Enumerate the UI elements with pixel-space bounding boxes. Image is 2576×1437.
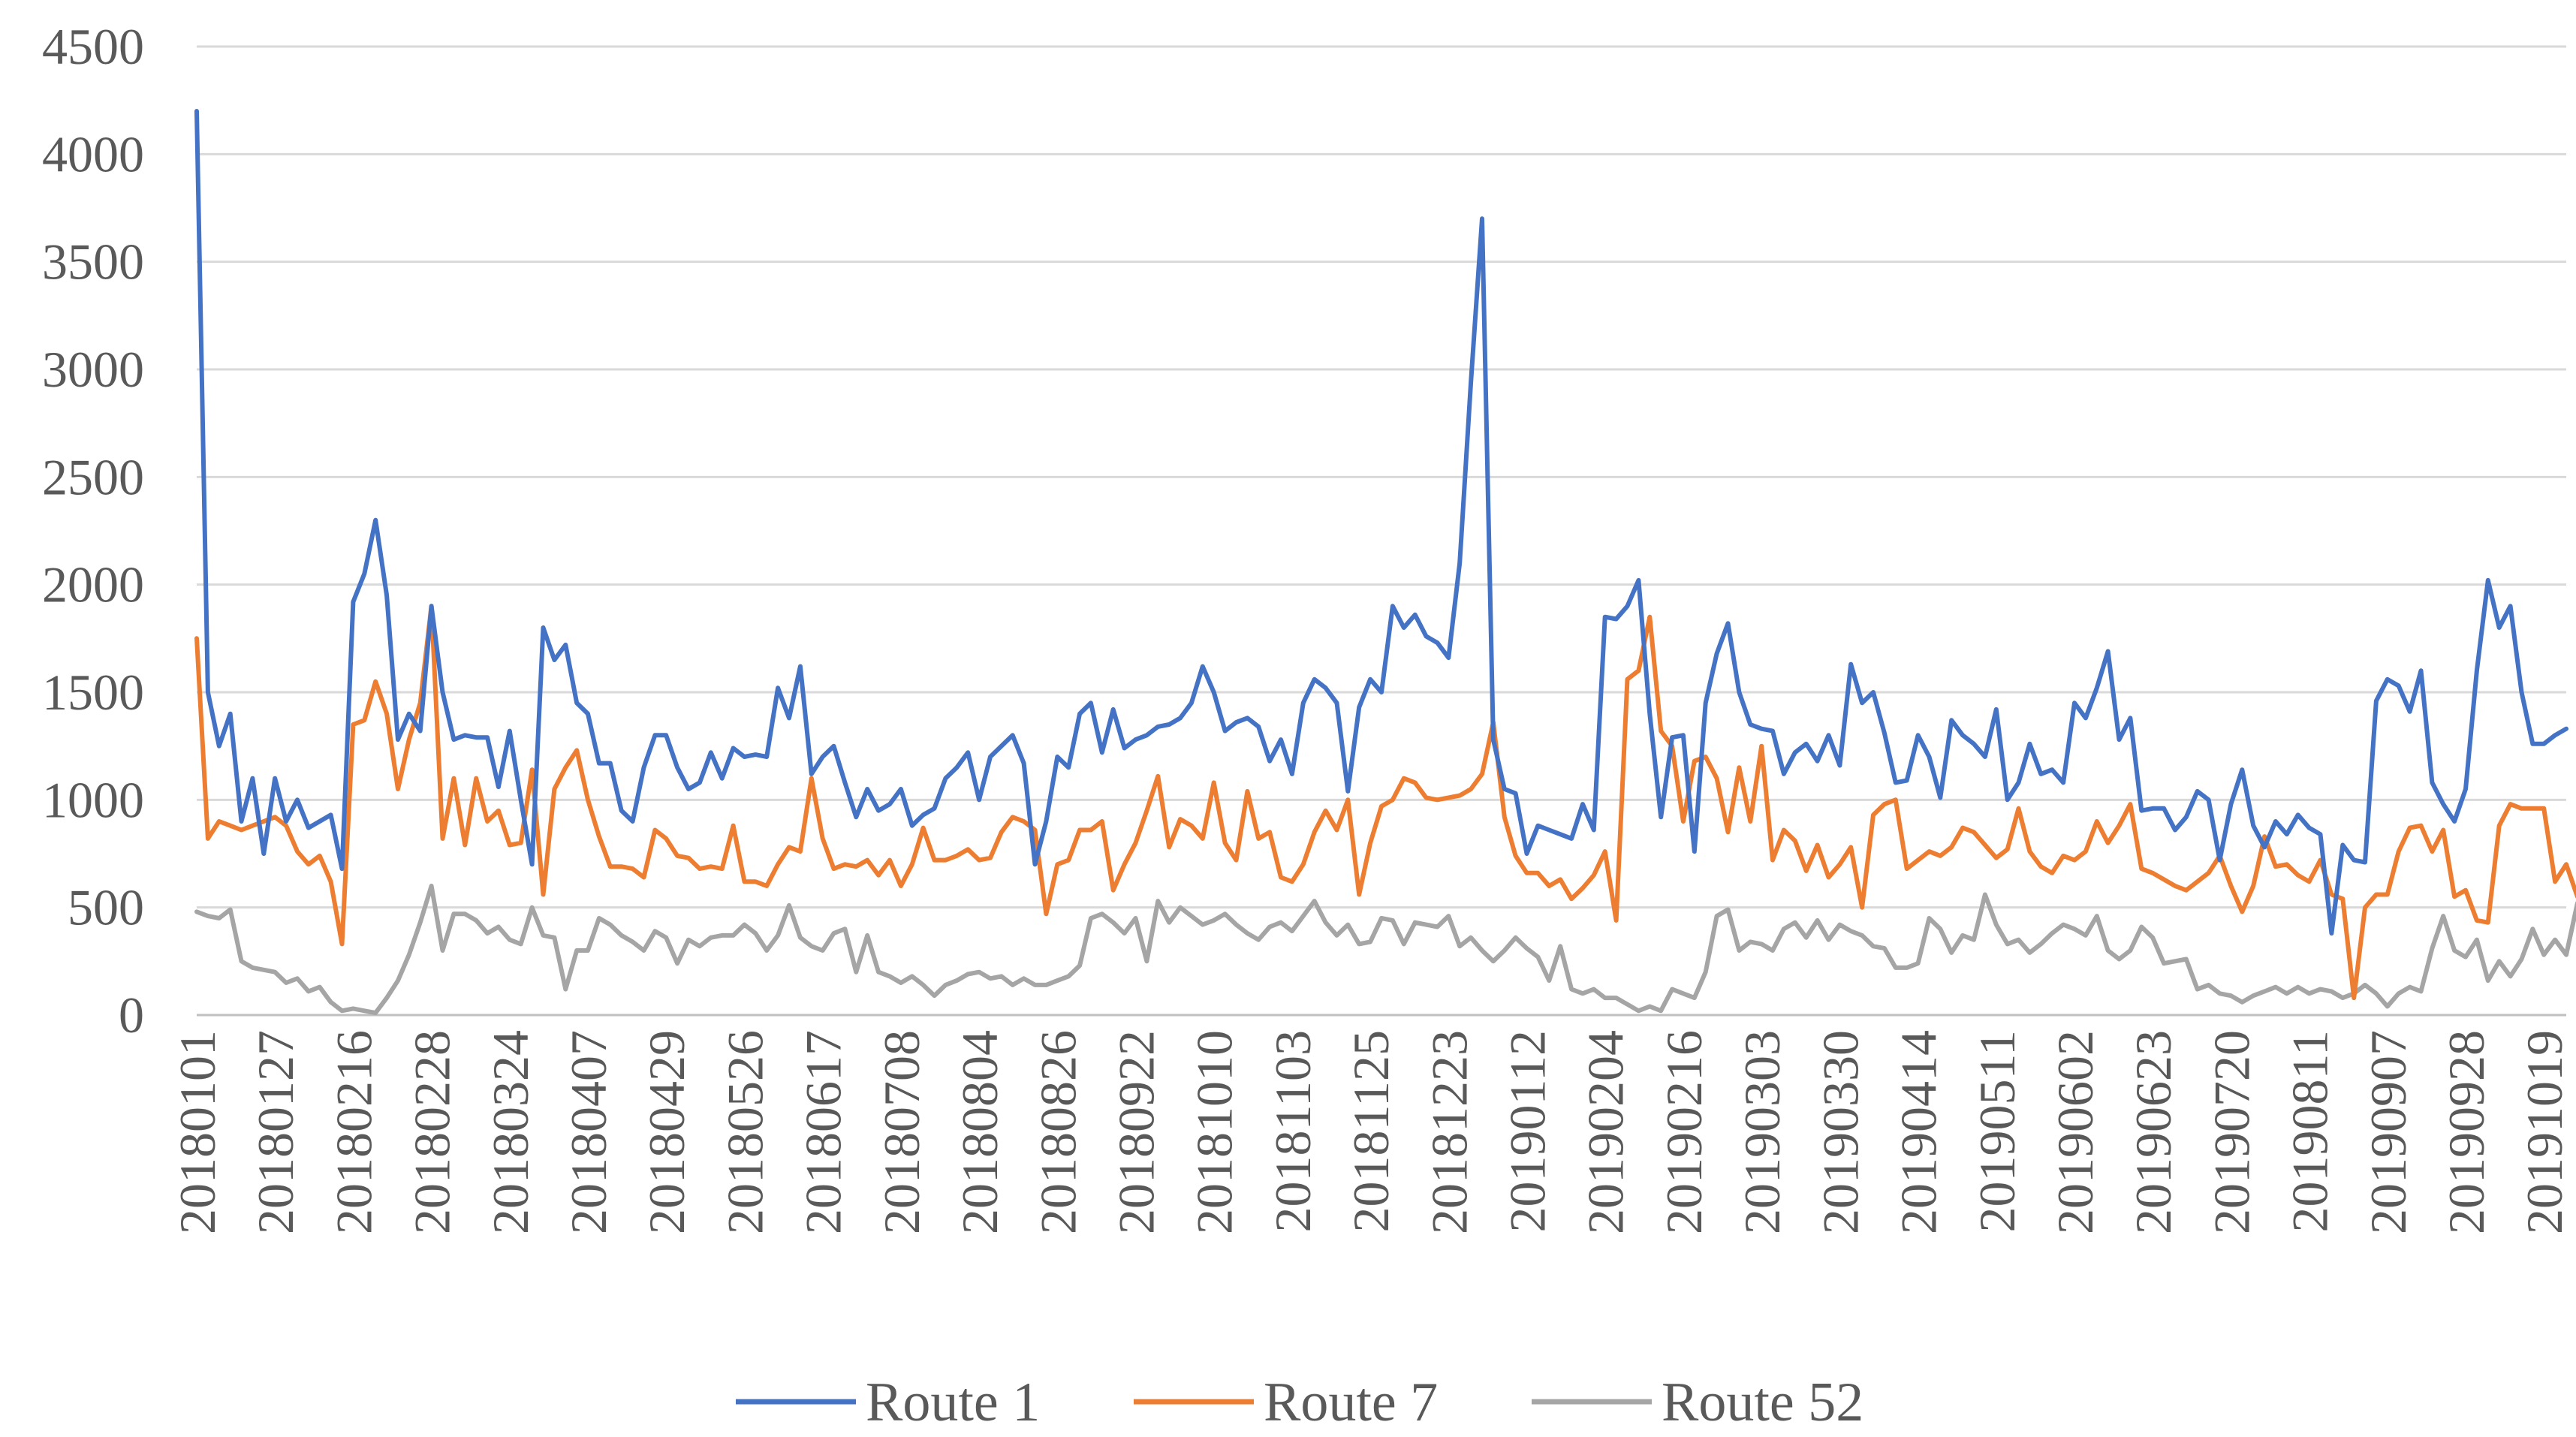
series-line-route-7	[194, 604, 2576, 1001]
x-tick-label: 20190602	[2047, 1030, 2104, 1234]
x-tick-label: 20190623	[2125, 1030, 2182, 1234]
y-tick-label: 3500	[42, 233, 144, 291]
legend-label-route-1: Route 1	[866, 1372, 1040, 1433]
x-tick-label: 20180826	[1029, 1030, 1086, 1234]
legend-item-route-7: Route 7	[1134, 1372, 1438, 1433]
x-tick-label: 20190907	[2360, 1030, 2417, 1234]
y-tick-label: 3000	[42, 341, 144, 398]
x-tick-label: 20180922	[1107, 1030, 1164, 1234]
x-tick-label: 20190216	[1656, 1030, 1713, 1234]
x-tick-label: 20190511	[1969, 1030, 2026, 1232]
y-tick-label: 2500	[42, 448, 144, 505]
y-tick-label: 0	[119, 987, 144, 1044]
x-tick-label: 20180804	[951, 1030, 1008, 1234]
x-tick-label: 20180407	[560, 1030, 617, 1234]
series-line-route-1	[194, 109, 2568, 936]
gridlines	[197, 45, 2566, 1017]
y-tick-label: 1500	[42, 664, 144, 721]
y-axis-ticks: 0 500 1000 1500 2000 2500 3000 3500 4000 4500	[42, 18, 144, 1044]
x-tick-label: 20180216	[325, 1030, 382, 1234]
x-tick-label: 20180526	[716, 1030, 773, 1234]
x-tick-label: 20180127	[247, 1030, 304, 1234]
x-tick-label: 20181010	[1186, 1030, 1243, 1234]
legend-label-route-52: Route 52	[1662, 1372, 1863, 1433]
y-tick-label: 500	[68, 879, 144, 936]
series-lines	[194, 109, 2576, 1016]
x-tick-label: 20190112	[1499, 1030, 1556, 1232]
legend-item-route-1: Route 1	[736, 1372, 1040, 1433]
x-tick-label: 20180101	[169, 1030, 226, 1234]
x-tick-label: 20190330	[1812, 1030, 1869, 1234]
x-tick-label: 20181103	[1264, 1030, 1321, 1232]
x-tick-label: 20180708	[873, 1030, 930, 1234]
x-tick-label: 20190303	[1734, 1030, 1791, 1234]
x-tick-label: 20180617	[795, 1030, 852, 1234]
x-tick-label: 20181125	[1342, 1030, 1399, 1232]
series-line-route-52	[194, 884, 2576, 1016]
x-tick-label: 20190204	[1577, 1030, 1634, 1234]
x-tick-label: 20180228	[404, 1030, 461, 1234]
x-tick-label: 20190928	[2438, 1030, 2495, 1234]
y-tick-label: 4500	[42, 18, 144, 75]
x-tick-label: 20180429	[638, 1030, 695, 1234]
x-tick-label: 20181223	[1421, 1030, 1478, 1234]
legend-label-route-7: Route 7	[1264, 1372, 1438, 1433]
y-tick-label: 4000	[42, 125, 144, 182]
x-tick-label: 20190414	[1891, 1030, 1948, 1234]
y-tick-label: 2000	[42, 556, 144, 613]
x-tick-label: 20190811	[2282, 1030, 2339, 1232]
x-tick-label: 20180324	[482, 1030, 539, 1234]
x-axis-ticks: 20180101 20180127 20180216 20180228 20180324…	[169, 1030, 2573, 1234]
x-tick-label: 20190720	[2203, 1030, 2260, 1234]
legend: Route 1 Route 7 Route 52	[736, 1372, 1863, 1433]
x-tick-label: 20191019	[2516, 1030, 2573, 1234]
legend-item-route-52: Route 52	[1532, 1372, 1863, 1433]
y-tick-label: 1000	[42, 771, 144, 828]
